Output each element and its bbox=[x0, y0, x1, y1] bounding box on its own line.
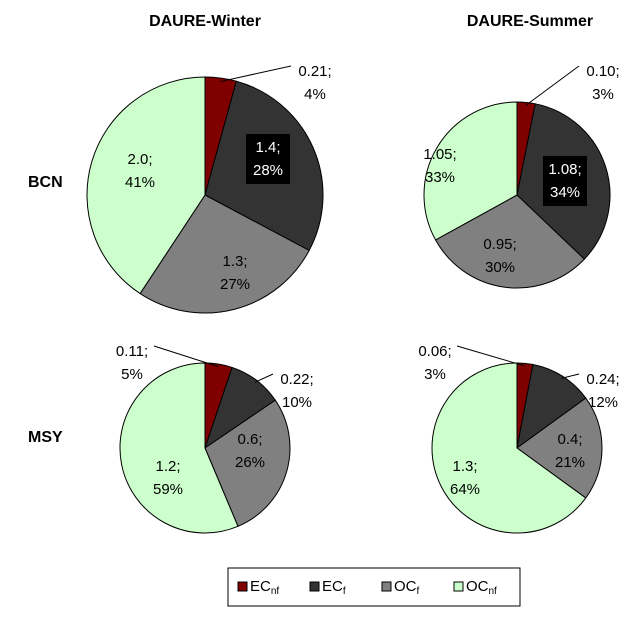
value-label: 0.10; bbox=[586, 63, 619, 80]
legend-label: ECf bbox=[322, 578, 346, 597]
value-label: 1.05; bbox=[423, 146, 456, 163]
value-label: 0.24; bbox=[586, 371, 619, 388]
percent-label: 64% bbox=[450, 481, 480, 498]
pie-slice bbox=[434, 194, 586, 289]
pie-slice bbox=[516, 363, 587, 450]
value-label: 0.06; bbox=[418, 343, 451, 360]
pie-slice bbox=[119, 362, 239, 534]
pie-slice bbox=[139, 194, 310, 314]
value-label: 1.3; bbox=[222, 253, 247, 270]
percent-label: 10% bbox=[282, 394, 312, 411]
legend-text: OC bbox=[394, 578, 417, 595]
value-label: 1.2; bbox=[155, 458, 180, 475]
leader-line bbox=[561, 373, 580, 379]
percent-label: 30% bbox=[485, 259, 515, 276]
percent-label: 3% bbox=[424, 366, 446, 383]
legend-swatch bbox=[237, 581, 248, 592]
percent-label: 33% bbox=[425, 169, 455, 186]
label-box bbox=[246, 134, 290, 184]
column-title: DAURE-Summer bbox=[467, 13, 593, 30]
percent-label: 28% bbox=[253, 162, 283, 179]
label-box bbox=[543, 156, 587, 206]
legend-subscript: f bbox=[343, 586, 346, 597]
legend-subscript: nf bbox=[271, 586, 280, 597]
legend-text: EC bbox=[250, 578, 271, 595]
value-label: 0.95; bbox=[483, 236, 516, 253]
leader-line bbox=[525, 65, 580, 106]
legend-label: OCf bbox=[394, 578, 420, 597]
row-label: MSY bbox=[28, 429, 63, 446]
percent-label: 26% bbox=[235, 454, 265, 471]
percent-label: 21% bbox=[555, 454, 585, 471]
leader-line bbox=[220, 65, 292, 83]
value-label: 1.4; bbox=[255, 139, 280, 156]
value-label: 0.6; bbox=[237, 431, 262, 448]
value-label: 0.22; bbox=[280, 371, 313, 388]
pie-slice bbox=[86, 76, 206, 295]
legend-label: ECnf bbox=[250, 578, 279, 597]
legend-box bbox=[227, 567, 521, 607]
percent-label: 59% bbox=[153, 481, 183, 498]
legend-label: OCnf bbox=[466, 578, 497, 597]
legend-swatch bbox=[453, 581, 464, 592]
legend-swatch bbox=[309, 581, 320, 592]
pie-slice bbox=[423, 101, 518, 241]
legend-subscript: f bbox=[417, 586, 420, 597]
percent-label: 4% bbox=[304, 86, 326, 103]
percent-label: 41% bbox=[125, 174, 155, 191]
value-label: 0.21; bbox=[298, 63, 331, 80]
percent-label: 27% bbox=[220, 276, 250, 293]
value-label: 0.4; bbox=[557, 431, 582, 448]
value-label: 1.3; bbox=[452, 458, 477, 475]
pie-slice bbox=[431, 362, 587, 534]
percent-label: 34% bbox=[550, 184, 580, 201]
value-label: 0.11; bbox=[116, 343, 148, 360]
row-label: BCN bbox=[28, 174, 63, 191]
leader-line bbox=[153, 345, 219, 368]
percent-label: 12% bbox=[588, 394, 618, 411]
legend-text: OC bbox=[466, 578, 489, 595]
column-title: DAURE-Winter bbox=[149, 13, 261, 30]
leader-line bbox=[254, 373, 274, 383]
percent-label: 3% bbox=[592, 86, 614, 103]
pie-slice bbox=[516, 397, 603, 499]
pie-slice bbox=[204, 399, 291, 528]
legend-swatch bbox=[381, 581, 392, 592]
value-label: 2.0; bbox=[127, 151, 152, 168]
legend-subscript: nf bbox=[489, 586, 498, 597]
legend-text: EC bbox=[322, 578, 343, 595]
percent-label: 5% bbox=[121, 366, 143, 383]
value-label: 1.08; bbox=[548, 161, 581, 178]
